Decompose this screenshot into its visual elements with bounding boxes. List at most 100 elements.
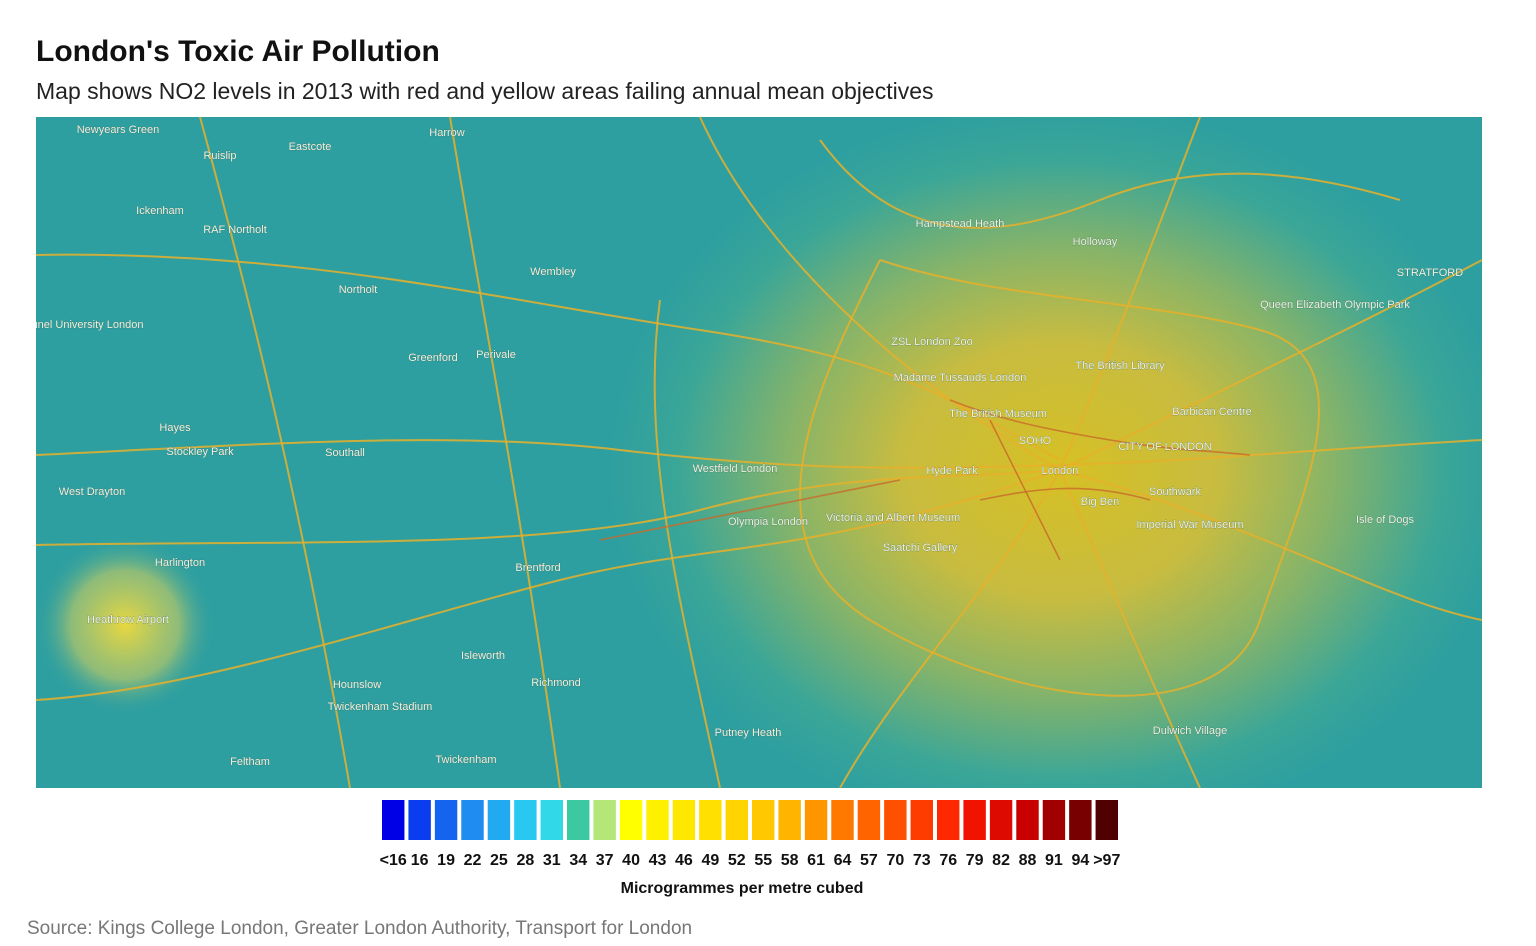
legend-label: 55: [754, 852, 772, 869]
legend-swatch: [434, 800, 458, 840]
legend-swatch: [1095, 800, 1118, 840]
legend-label: 91: [1045, 852, 1063, 869]
place-label: ZSL London Zoo: [891, 336, 973, 348]
place-label: STRATFORD: [1397, 267, 1463, 279]
place-label: Heathrow Airport: [87, 614, 169, 626]
place-label: The British Library: [1075, 360, 1165, 372]
legend-label: 19: [437, 852, 455, 869]
legend-swatch: [857, 800, 881, 840]
legend-swatch: [382, 800, 405, 840]
legend-swatch: [725, 800, 748, 840]
place-label: Queen Elizabeth Olympic Park: [1260, 299, 1410, 311]
legend-swatch: [752, 800, 775, 840]
place-label: Greenford: [408, 352, 458, 364]
legend-swatch: [699, 800, 722, 840]
place-label: West Drayton: [59, 486, 125, 498]
place-label: Barbican Centre: [1172, 406, 1252, 418]
legend-swatch: [514, 800, 537, 840]
legend-swatch: [1069, 800, 1092, 840]
legend-swatch: [804, 800, 828, 840]
place-label: SOHO: [1019, 435, 1052, 447]
legend-swatch: [619, 800, 643, 840]
legend-swatch: [461, 800, 484, 840]
legend-label: 73: [913, 852, 931, 869]
place-label: Eastcote: [289, 141, 332, 153]
place-label: Victoria and Albert Museum: [826, 512, 960, 524]
legend-swatch: [884, 800, 907, 840]
legend-label: 76: [939, 852, 957, 869]
place-label: Ruislip: [203, 150, 236, 162]
place-label: Hayes: [159, 422, 191, 434]
legend-label: 46: [675, 852, 693, 869]
legend-title: Microgrammes per metre cubed: [621, 880, 864, 897]
legend-label: 58: [781, 852, 799, 869]
title: London's Toxic Air Pollution: [36, 35, 440, 68]
legend-label: 34: [569, 852, 587, 869]
legend-swatch: [963, 800, 986, 840]
legend-label: 79: [966, 852, 984, 869]
legend-label: 22: [464, 852, 482, 869]
place-label: Brunel University London: [21, 319, 144, 331]
place-label: Brentford: [515, 562, 560, 574]
legend: <16 16 19 22 25 28 31 34 37 40 43 46 49 52 55 58 61 64 57 7…: [380, 800, 1120, 869]
legend-label: 37: [596, 852, 614, 869]
legend-swatch: [540, 800, 563, 840]
place-label: Twickenham Stadium: [328, 701, 433, 713]
legend-label: <16: [380, 852, 407, 869]
map: Newyears Green Ruislip Eastcote Harrow Icken…: [21, 117, 1482, 788]
place-label: Hyde Park: [926, 465, 978, 477]
place-label: Hounslow: [333, 679, 381, 691]
place-label: Twickenham: [435, 754, 496, 766]
place-label: Imperial War Museum: [1136, 519, 1243, 531]
place-label: Saatchi Gallery: [883, 542, 958, 554]
place-label: London: [1042, 465, 1079, 477]
place-label: Northolt: [339, 284, 378, 296]
legend-swatch: [672, 800, 696, 840]
place-label: Westfield London: [693, 463, 778, 475]
legend-swatch: [937, 800, 960, 840]
source: Source: Kings College London, Greater Lo…: [27, 918, 692, 939]
place-label: Hampstead Heath: [916, 218, 1005, 230]
place-label: Holloway: [1073, 236, 1118, 248]
legend-label: 61: [807, 852, 825, 869]
place-label: Ickenham: [136, 205, 184, 217]
legend-swatch: [593, 800, 616, 840]
place-label: Perivale: [476, 349, 516, 361]
legend-label: 49: [701, 852, 719, 869]
legend-swatch: [910, 800, 933, 840]
legend-swatch: [1016, 800, 1039, 840]
legend-swatch: [831, 800, 854, 840]
legend-swatch: [487, 800, 511, 840]
legend-swatch: [567, 800, 590, 840]
place-label: Harlington: [155, 557, 205, 569]
place-label: Madame Tussauds London: [894, 372, 1027, 384]
place-label: CITY OF LONDON: [1118, 441, 1211, 453]
legend-label: 64: [834, 852, 852, 869]
place-label: Wembley: [530, 266, 576, 278]
place-label: Big Ben: [1081, 496, 1120, 508]
subtitle: Map shows NO2 levels in 2013 with red an…: [36, 78, 934, 104]
legend-label: 57: [860, 852, 878, 869]
place-label: Dulwich Village: [1153, 725, 1227, 737]
legend-label: 70: [886, 852, 904, 869]
legend-label: 25: [490, 852, 508, 869]
legend-label: 88: [1019, 852, 1037, 869]
legend-swatch: [778, 800, 801, 840]
roads: [36, 117, 1482, 788]
legend-label: 94: [1071, 852, 1089, 869]
place-label: RAF Northolt: [203, 224, 267, 236]
place-label: Feltham: [230, 756, 270, 768]
pollution-field: [36, 117, 1482, 788]
legend-label: >97: [1093, 852, 1120, 869]
legend-swatch: [646, 800, 669, 840]
place-label: Olympia London: [728, 516, 808, 528]
legend-label: 82: [992, 852, 1010, 869]
place-label: Southall: [325, 447, 365, 459]
place-label: Newyears Green: [77, 124, 160, 136]
legend-swatch: [989, 800, 1013, 840]
legend-label: 28: [516, 852, 534, 869]
legend-swatch: [1042, 800, 1066, 840]
place-label: Stockley Park: [166, 446, 234, 458]
place-label: Isle of Dogs: [1356, 514, 1415, 526]
